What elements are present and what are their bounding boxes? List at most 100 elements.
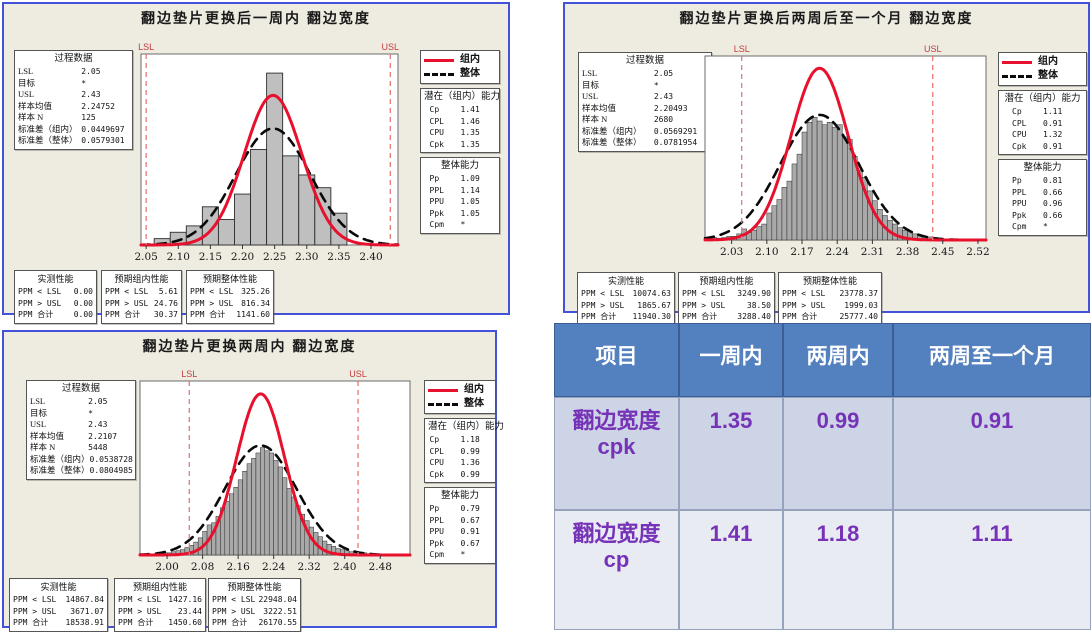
stat-value: 0.67 — [460, 538, 480, 548]
stat-label: 标准差（组内） — [18, 123, 78, 134]
stat-label: 目标 — [30, 407, 48, 418]
overall-dashed-line-icon — [428, 402, 458, 406]
stat-value: 325.26 — [241, 287, 270, 296]
stat-value: 25777.40 — [839, 312, 878, 321]
svg-text:2.38: 2.38 — [896, 246, 919, 258]
stat-value: 3222.51 — [263, 606, 297, 616]
histogram-plot: LSL USL 2.03 2.10 2.17 2.24 2.31 2.38 2.45 2.52 — [703, 44, 990, 258]
stat-value: 0.67 — [460, 515, 480, 525]
stat-row: PPM > USL 38.50 — [682, 300, 771, 312]
legend-label: 整体 — [460, 68, 480, 79]
svg-text:LSL: LSL — [181, 369, 197, 379]
stat-label: Cpm — [429, 220, 444, 229]
stat-value: 1.41 — [460, 105, 480, 114]
stat-row: USL 2.43 — [30, 419, 132, 431]
stat-row: LSL 2.05 — [30, 396, 132, 408]
stat-row: PPM 合计 0.00 — [18, 309, 93, 321]
legend-label: 整体 — [464, 398, 484, 409]
stat-label: PPM 合计 — [118, 618, 154, 627]
stat-row: Ppk 0.67 — [428, 538, 492, 550]
stat-row: PPM 合计 30.37 — [105, 309, 178, 321]
stat-row: PPM > USL 0.00 — [18, 298, 93, 310]
stat-label: CPU — [429, 458, 444, 467]
stat-label: CPL — [429, 446, 444, 456]
legend-label: 组内 — [460, 54, 480, 65]
stat-value: * — [81, 78, 87, 88]
table-cell: 0.91 — [893, 397, 1091, 510]
stat-label: PPM 合计 — [18, 310, 54, 319]
stat-row: PPL 1.14 — [424, 185, 496, 197]
legend-label: 组内 — [1038, 56, 1058, 67]
overall-capability-title: 整体能力 — [1023, 163, 1062, 173]
within-capability-title: 潜在（组内）能力 — [424, 92, 501, 102]
stat-value: 14867.84 — [65, 595, 104, 604]
stat-value: 0.0538728 — [89, 454, 133, 464]
stat-value: 18538.91 — [65, 618, 104, 627]
stat-label: 目标 — [582, 79, 600, 90]
stat-row: CPL 0.99 — [428, 446, 492, 458]
stat-value: 0.00 — [73, 310, 93, 319]
capability-chart-panel: 翻边垫片更换两周内 翻边宽度 过程数据 LSL 2.05 目标 * USL 2.43 样本均… — [2, 330, 505, 632]
stat-label: PPM < LSL — [105, 287, 149, 296]
stat-label: PPU — [429, 197, 444, 206]
stat-value: 0.91 — [460, 527, 480, 536]
chart-title: 翻边垫片更换两周内 翻边宽度 — [142, 338, 357, 354]
svg-text:2.31: 2.31 — [861, 246, 884, 258]
stat-label: PPM < LSL — [118, 595, 162, 604]
stat-row: CPL 0.91 — [1002, 118, 1083, 130]
stat-label: PPM < LSL — [18, 287, 62, 296]
stat-row: PPM 合计 1450.60 — [118, 617, 202, 629]
performance-box: 预期组内性能 PPM < LSL 3249.90 PPM > USL 38.50 PPM … — [678, 272, 775, 326]
stat-value: 0.99 — [460, 469, 480, 479]
stat-label: PPU — [1012, 199, 1027, 208]
performance-box: 预期整体性能 PPM < LSL 23778.37 PPM > USL 1999.03 P… — [778, 272, 882, 326]
stat-row: PPM 合计 1141.60 — [190, 309, 270, 321]
table-cell: 0.99 — [783, 397, 893, 510]
overall-capability-rows: Pp 0.79 PPL 0.67 PPU 0.91 Ppk 0.67 Cpm * — [428, 503, 492, 561]
stat-value: * — [653, 80, 659, 90]
stat-row: PPM > USL 3671.07 — [13, 606, 104, 618]
stat-value: 0.91 — [1043, 118, 1063, 128]
stat-label: Cpk — [429, 469, 444, 479]
overall-dashed-line-icon — [1002, 74, 1032, 78]
process-data-rows: LSL 2.05 目标 * USL 2.43 样本均值 2.20493 样本 N 2680 标准差（… — [582, 68, 708, 149]
stat-row: PPM < LSL 10074.63 — [581, 288, 671, 300]
overall-capability-rows: Pp 1.09 PPL 1.14 PPU 1.05 Ppk 1.05 Cpm * — [424, 173, 496, 231]
stat-label: Ppk — [429, 538, 444, 548]
stat-label: PPM < LSL — [682, 289, 726, 298]
stat-value: 5.61 — [158, 287, 178, 296]
legend-box: 组内 整体 — [998, 52, 1087, 86]
stat-row: 标准差（整体） 0.0781954 — [582, 137, 708, 149]
capability-column: 组内 整体 潜在（组内）能力 Cp 1.11 CPL 0.91 CPU 1.32 Cpk 0.… — [998, 52, 1087, 240]
stat-row: 标准差（组内） 0.0449697 — [18, 124, 129, 136]
process-data-box: 过程数据 LSL 2.05 目标 * USL 2.43 样本均值 2.20493 样本 N 268… — [578, 52, 712, 152]
stat-row: USL 2.43 — [582, 91, 708, 103]
within-capability-title: 潜在（组内）能力 — [1004, 94, 1081, 104]
stat-value: 3249.90 — [737, 289, 771, 298]
stat-row: 标准差（整体） 0.0804985 — [30, 465, 133, 477]
svg-text:LSL: LSL — [734, 44, 750, 54]
stat-row: Cpk 0.91 — [1002, 141, 1083, 153]
legend-label: 组内 — [464, 384, 484, 395]
performance-box: 实测性能 PPM < LSL 0.00 PPM > USL 0.00 PPM 合计 0.00 — [14, 270, 97, 324]
stat-value: 2.20493 — [653, 103, 688, 113]
stat-row: PPM > USL 3222.51 — [212, 606, 297, 618]
stat-value: 1.32 — [1043, 130, 1063, 139]
stat-row: Cp 1.41 — [424, 104, 496, 116]
stat-label: 样本均值 — [30, 430, 65, 441]
svg-text:2.25: 2.25 — [263, 251, 286, 263]
stat-label: Cpk — [429, 139, 444, 149]
row-label-cn: 翻边宽度 — [572, 521, 661, 546]
stat-label: PPM > USL — [190, 298, 234, 308]
stat-value: 1141.60 — [236, 310, 270, 319]
table-header-month: 两周至一个月 — [893, 323, 1091, 397]
stat-value: 38.50 — [746, 300, 771, 310]
stat-value: 0.99 — [460, 446, 480, 456]
stat-row: PPM 合计 3288.40 — [682, 311, 771, 323]
stat-label: PPM > USL — [212, 606, 256, 616]
within-capability-title: 潜在（组内）能力 — [428, 422, 505, 432]
legend-label: 整体 — [1038, 70, 1058, 81]
svg-text:2.10: 2.10 — [755, 246, 778, 258]
svg-text:2.48: 2.48 — [369, 561, 392, 573]
stat-value: 0.00 — [73, 298, 93, 308]
